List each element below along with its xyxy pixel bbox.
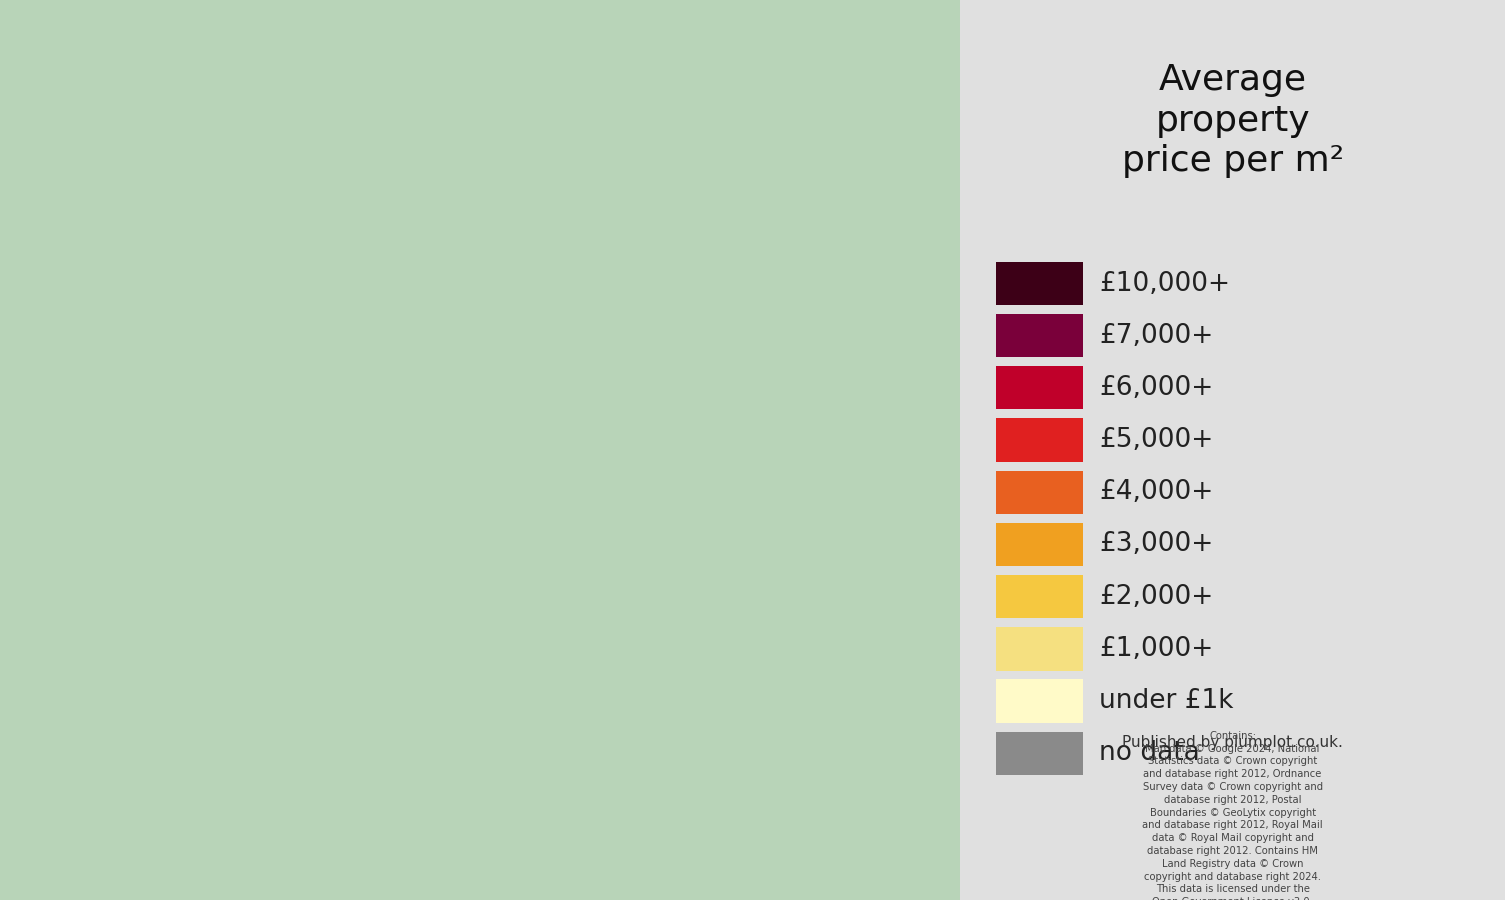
Text: no data: no data (1099, 741, 1199, 766)
Text: £1,000+: £1,000+ (1099, 636, 1213, 662)
Text: £6,000+: £6,000+ (1099, 375, 1213, 401)
Bar (996, 627, 1082, 670)
Text: £2,000+: £2,000+ (1099, 584, 1213, 609)
Text: £10,000+: £10,000+ (1099, 271, 1230, 296)
Bar (996, 471, 1082, 514)
Bar (996, 732, 1082, 775)
Bar (996, 366, 1082, 410)
Text: Average
property
price per m²: Average property price per m² (1121, 63, 1344, 178)
Text: under £1k: under £1k (1099, 688, 1234, 714)
Text: Published by plumplot.co.uk.: Published by plumplot.co.uk. (1123, 735, 1342, 750)
Text: £4,000+: £4,000+ (1099, 480, 1213, 505)
Bar (996, 262, 1082, 305)
Bar (996, 575, 1082, 618)
Bar (996, 523, 1082, 566)
Text: £3,000+: £3,000+ (1099, 532, 1213, 557)
Bar (996, 314, 1082, 357)
Bar (996, 680, 1082, 723)
Bar (996, 418, 1082, 462)
Text: £5,000+: £5,000+ (1099, 428, 1213, 453)
Text: Contains:
Map data © Google 2024, National
Statistics data © Crown copyright
and: Contains: Map data © Google 2024, Nation… (1142, 731, 1323, 900)
Text: £7,000+: £7,000+ (1099, 323, 1213, 348)
